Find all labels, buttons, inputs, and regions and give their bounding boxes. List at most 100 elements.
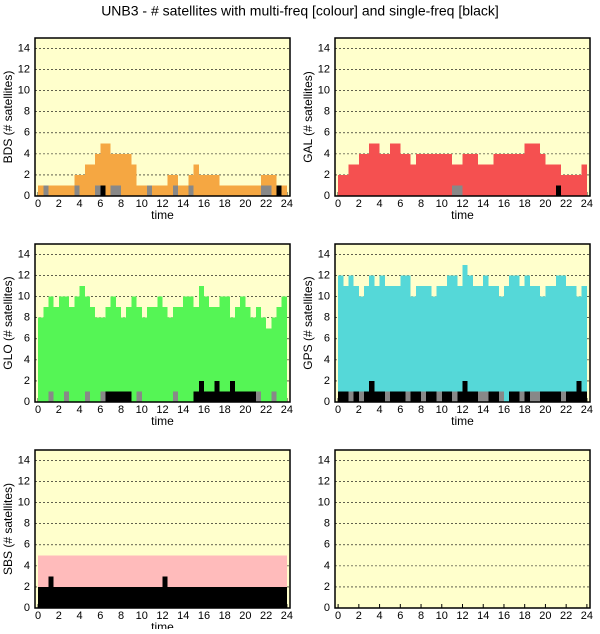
- x-tick-label: 16: [198, 198, 210, 210]
- x-axis-label: time: [451, 208, 474, 222]
- y-tick-label: 0: [324, 396, 330, 408]
- x-tick-label: 10: [436, 404, 448, 416]
- bar: [95, 586, 101, 608]
- bar: [224, 586, 230, 608]
- y-tick-label: 12: [318, 64, 330, 76]
- bar: [214, 380, 220, 402]
- bar: [384, 391, 390, 402]
- bar: [260, 317, 267, 402]
- bar: [188, 185, 194, 196]
- plot-frame: [34, 449, 291, 609]
- bar: [426, 286, 432, 402]
- bar: [426, 391, 432, 402]
- bar: [452, 391, 458, 402]
- y-tick-label: 12: [18, 64, 30, 76]
- bar: [245, 586, 251, 608]
- bar: [115, 391, 122, 402]
- bar: [271, 586, 277, 608]
- bar: [255, 555, 261, 608]
- bar: [446, 153, 453, 196]
- x-tick-label: 20: [539, 610, 551, 622]
- bar: [69, 555, 75, 608]
- bar: [514, 391, 520, 402]
- bar: [178, 586, 184, 608]
- bar: [493, 391, 499, 402]
- bar: [219, 391, 225, 402]
- bar: [503, 286, 510, 402]
- bar: [121, 391, 127, 402]
- bar: [131, 296, 137, 402]
- bar: [358, 391, 365, 402]
- x-tick-label: 14: [477, 404, 489, 416]
- bar: [576, 174, 582, 196]
- bar: [121, 153, 127, 196]
- bar: [540, 391, 546, 402]
- x-tick-label: 18: [519, 198, 531, 210]
- bar: [343, 174, 349, 196]
- bar: [540, 296, 546, 402]
- bar: [105, 586, 111, 608]
- x-tick-label: 14: [477, 610, 489, 622]
- bar: [250, 317, 256, 402]
- bar: [405, 391, 411, 402]
- bar: [452, 275, 458, 402]
- x-tick-label: 24: [281, 198, 293, 210]
- bar: [384, 286, 390, 402]
- x-tick-label: 8: [118, 198, 124, 210]
- y-tick-label: 8: [24, 518, 30, 530]
- bar: [121, 586, 127, 608]
- bar: [115, 185, 122, 196]
- bar: [560, 174, 567, 196]
- x-tick-label: 0: [35, 610, 41, 622]
- x-tick-label: 12: [456, 404, 468, 416]
- bar: [245, 307, 251, 402]
- bar: [121, 317, 127, 402]
- bar: [95, 185, 101, 196]
- x-tick-label: 16: [498, 404, 510, 416]
- bar: [100, 317, 106, 402]
- bar: [64, 391, 70, 402]
- bar: [498, 391, 504, 402]
- x-tick-label: 18: [519, 404, 531, 416]
- bar: [431, 153, 437, 196]
- x-tick-label: 10: [136, 610, 148, 622]
- bar: [162, 576, 168, 608]
- y-tick-label: 4: [24, 354, 30, 366]
- x-tick-label: 2: [356, 198, 362, 210]
- bar: [224, 296, 230, 402]
- bar: [43, 307, 49, 402]
- bar: [100, 391, 106, 402]
- y-tick-label: 14: [18, 42, 30, 54]
- bar: [415, 286, 422, 402]
- bar: [229, 555, 236, 608]
- bar: [198, 380, 204, 402]
- bar: [271, 317, 277, 402]
- bar: [95, 317, 101, 402]
- bar: [472, 153, 479, 196]
- bar: [452, 164, 458, 196]
- bar: [281, 586, 287, 608]
- x-tick-label: 6: [397, 198, 403, 210]
- x-tick-label: 12: [156, 404, 168, 416]
- bar: [276, 586, 282, 608]
- bar: [514, 153, 520, 196]
- bar: [555, 391, 561, 402]
- x-tick-label: 20: [239, 198, 251, 210]
- x-tick-label: 6: [97, 610, 103, 622]
- x-tick-label: 24: [581, 198, 593, 210]
- bar: [229, 317, 236, 402]
- x-tick-label: 2: [356, 610, 362, 622]
- bar: [136, 185, 142, 196]
- bar: [493, 286, 499, 402]
- bar: [483, 275, 489, 402]
- bar: [152, 586, 158, 608]
- bar: [571, 174, 577, 196]
- bar: [271, 174, 277, 196]
- bar: [84, 555, 90, 608]
- bar: [529, 143, 536, 196]
- x-tick-label: 4: [377, 198, 383, 210]
- bar: [540, 153, 546, 196]
- y-tick-label: 14: [318, 454, 330, 466]
- bar: [405, 275, 411, 402]
